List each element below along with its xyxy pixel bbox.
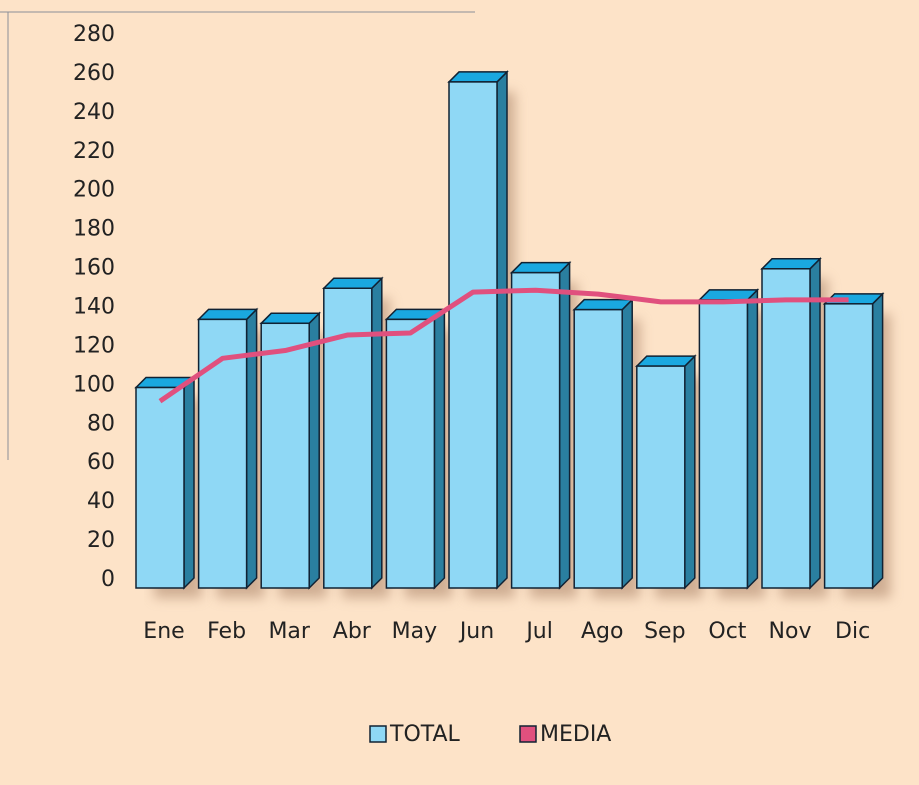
y-tick-label: 20 bbox=[87, 528, 115, 553]
x-tick-label: Nov bbox=[769, 619, 812, 644]
y-tick-label: 260 bbox=[73, 61, 115, 86]
bar bbox=[698, 299, 749, 589]
x-tick-label: May bbox=[392, 619, 437, 644]
bar bbox=[260, 322, 310, 589]
bar bbox=[761, 268, 811, 589]
bar-side bbox=[433, 307, 446, 590]
legend-label: MEDIA bbox=[540, 722, 611, 747]
x-tick-label: Feb bbox=[207, 619, 246, 644]
bar bbox=[636, 365, 686, 589]
bar-top bbox=[321, 277, 384, 289]
x-tick-label: Jun bbox=[458, 619, 494, 644]
bar-side bbox=[871, 292, 884, 590]
y-tick-label: 280 bbox=[73, 22, 115, 47]
bar-top bbox=[509, 261, 572, 274]
y-tick-label: 100 bbox=[73, 372, 115, 397]
x-tick-label: Mar bbox=[268, 619, 310, 644]
bar-top bbox=[447, 71, 509, 83]
bar-side bbox=[809, 256, 821, 590]
x-tick-label: Oct bbox=[708, 619, 746, 644]
line bbox=[158, 287, 849, 404]
x-tick-label: Jul bbox=[524, 619, 553, 644]
y-tick-label: 180 bbox=[73, 217, 115, 242]
bar-side bbox=[245, 307, 258, 590]
bar bbox=[135, 386, 185, 589]
y-tick-label: 120 bbox=[73, 333, 115, 358]
y-tick-label: 140 bbox=[73, 295, 115, 320]
bar bbox=[385, 318, 436, 589]
bar bbox=[573, 308, 623, 589]
bar-side bbox=[684, 354, 696, 590]
bar-side bbox=[308, 311, 320, 590]
bar-top bbox=[760, 258, 822, 270]
bar-side bbox=[621, 297, 633, 590]
x-tick-label: Ago bbox=[581, 619, 623, 644]
y-tick-label: 160 bbox=[73, 256, 115, 281]
x-tick-label: Abr bbox=[333, 619, 372, 644]
x-tick-label: Sep bbox=[644, 619, 685, 644]
bar bbox=[448, 81, 498, 589]
x-tick-label: Ene bbox=[143, 619, 184, 644]
legend-label: TOTAL bbox=[389, 722, 461, 747]
bar-top bbox=[572, 298, 635, 311]
x-tick-label: Dic bbox=[835, 619, 870, 644]
y-tick-label: 220 bbox=[73, 139, 115, 164]
bar-top bbox=[697, 289, 760, 301]
bar bbox=[197, 318, 248, 589]
y-tick-label: 200 bbox=[73, 178, 115, 203]
bar-side bbox=[558, 260, 571, 590]
y-tick-label: 40 bbox=[87, 489, 115, 514]
bar-side bbox=[183, 375, 195, 590]
y-tick-label: 60 bbox=[87, 450, 115, 475]
bar-top bbox=[259, 312, 322, 325]
bar-side bbox=[746, 288, 759, 590]
bar bbox=[510, 271, 561, 589]
bar-side bbox=[496, 70, 508, 590]
legend-swatch bbox=[519, 725, 537, 743]
y-tick-label: 0 bbox=[101, 567, 115, 592]
bar bbox=[823, 303, 874, 589]
y-tick-label: 80 bbox=[87, 411, 115, 436]
bar-top bbox=[634, 355, 697, 367]
bar-top bbox=[196, 308, 259, 321]
bar-side bbox=[371, 276, 383, 590]
y-tick-label: 240 bbox=[73, 100, 115, 125]
legend-swatch bbox=[369, 725, 387, 743]
